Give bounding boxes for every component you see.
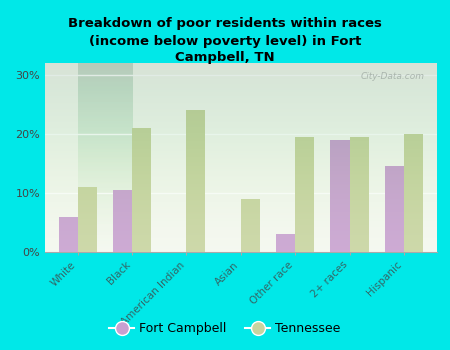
Text: Breakdown of poor residents within races
(income below poverty level) in Fort
Ca: Breakdown of poor residents within races… [68, 18, 382, 64]
Bar [113, 190, 132, 252]
Bar [186, 110, 205, 252]
Bar [385, 166, 404, 252]
Legend: Fort Campbell, Tennessee: Fort Campbell, Tennessee [104, 317, 346, 340]
Bar [132, 128, 151, 252]
Bar [77, 187, 97, 252]
Bar [350, 137, 369, 252]
Bar [276, 234, 295, 252]
Bar [295, 137, 314, 252]
Bar [241, 199, 260, 252]
Bar [330, 140, 350, 252]
Text: City-Data.com: City-Data.com [361, 72, 425, 82]
Bar [404, 134, 423, 252]
Bar [58, 217, 77, 252]
